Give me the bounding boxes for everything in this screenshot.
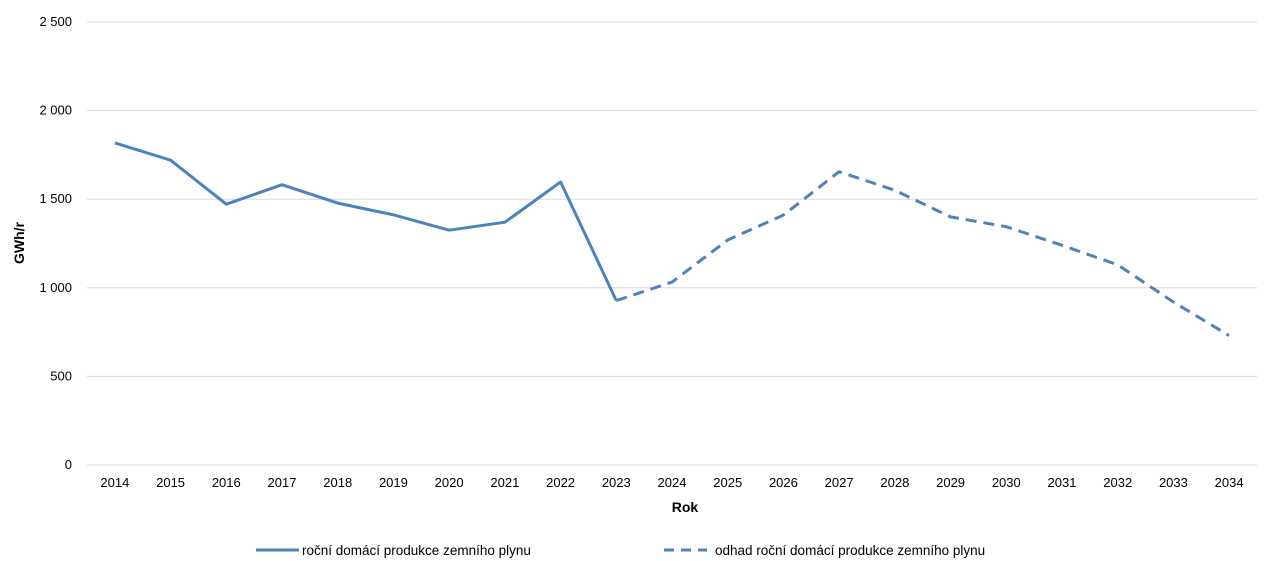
y-axis-ticks: 0 500 1 000 1 500 2 000 2 500 [39, 14, 72, 472]
x-tick-label: 2027 [825, 475, 854, 490]
x-tick-label: 2017 [268, 475, 297, 490]
series-line-estimate [615, 170, 1230, 337]
x-tick-label: 2029 [936, 475, 965, 490]
x-tick-label: 2022 [546, 475, 575, 490]
x-tick-label: 2015 [156, 475, 185, 490]
y-tick-label: 2 000 [39, 103, 72, 118]
x-tick-label: 2023 [602, 475, 631, 490]
x-tick-label: 2024 [658, 475, 687, 490]
x-tick-label: 2033 [1159, 475, 1188, 490]
x-tick-label: 2031 [1048, 475, 1077, 490]
y-tick-label: 1 000 [39, 280, 72, 295]
x-tick-label: 2032 [1103, 475, 1132, 490]
y-tick-label: 1 500 [39, 191, 72, 206]
x-tick-label: 2030 [992, 475, 1021, 490]
y-tick-label: 500 [50, 368, 72, 383]
x-tick-label: 2016 [212, 475, 241, 490]
x-axis-ticks: 2014 2015 2016 2017 2018 2019 2020 2021 2022 2023… [100, 475, 1243, 490]
x-tick-label: 2018 [323, 475, 352, 490]
x-axis-title: Rok [672, 499, 699, 515]
x-tick-label: 2021 [490, 475, 519, 490]
x-tick-label: 2020 [435, 475, 464, 490]
series-line-actual [114, 141, 618, 302]
y-axis-title: GWh/r [11, 221, 27, 264]
y-tick-label: 2 500 [39, 14, 72, 29]
y-tick-label: 0 [65, 457, 72, 472]
x-tick-label: 2026 [769, 475, 798, 490]
series-lines [114, 141, 1230, 337]
gridlines [87, 21, 1257, 466]
x-tick-label: 2014 [100, 475, 129, 490]
legend: roční domácí produkce zemního plynu odha… [256, 543, 985, 558]
legend-label-actual: roční domácí produkce zemního plynu [302, 543, 531, 558]
x-tick-label: 2034 [1215, 475, 1244, 490]
legend-label-estimate: odhad roční domácí produkce zemního plyn… [715, 543, 985, 558]
x-tick-label: 2028 [880, 475, 909, 490]
x-tick-label: 2025 [713, 475, 742, 490]
x-tick-label: 2019 [379, 475, 408, 490]
